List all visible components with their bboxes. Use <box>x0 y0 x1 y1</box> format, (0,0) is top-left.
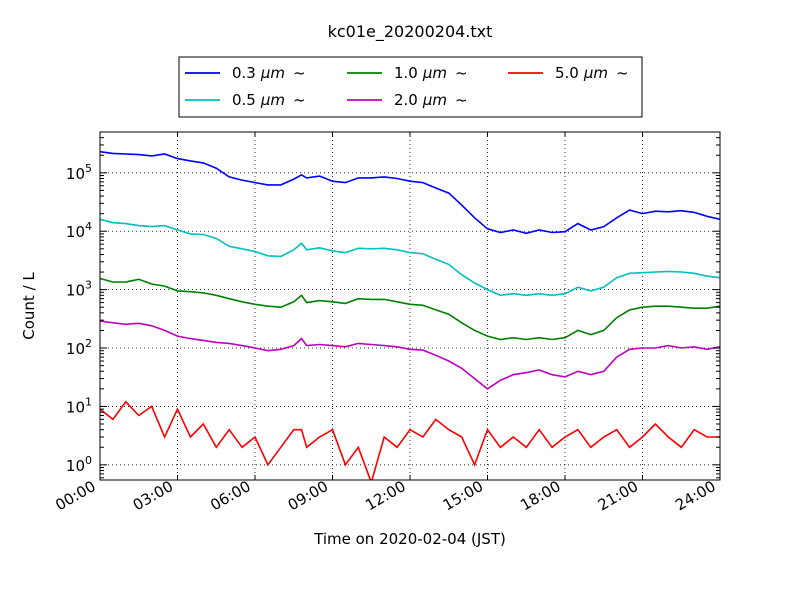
y-tick-exponent: 3 <box>85 279 92 292</box>
y-tick-label: 100 <box>66 454 92 475</box>
y-tick-base: 10 <box>66 340 85 358</box>
grid <box>100 132 720 480</box>
series-line-5-0um <box>100 400 720 480</box>
series-line-0-3um <box>100 150 720 235</box>
series-layer <box>100 150 720 480</box>
legend-series-name: 1.0 <box>394 64 418 82</box>
y-tick-label: 104 <box>66 220 92 241</box>
y-tick-base: 10 <box>66 223 85 241</box>
legend-suffix: ~ <box>616 64 629 82</box>
legend-unit: μm <box>422 91 447 109</box>
y-tick-base: 10 <box>66 457 85 475</box>
ticks <box>99 131 721 480</box>
legend-unit: μm <box>422 64 447 82</box>
legend-series-name: 0.3 <box>232 64 256 82</box>
y-tick-label: 103 <box>66 279 92 300</box>
x-tick-labels: 00:00 03:00 06:00 09:00 12:00 15:00 18:00 21:00… <box>52 477 718 514</box>
legend-series-name: 2.0 <box>394 91 418 109</box>
legend-series-name: 5.0 <box>555 64 579 82</box>
series-line-2-0um <box>100 320 720 390</box>
y-tick-base: 10 <box>66 282 85 300</box>
legend-entry: 2.0 μm ~ <box>394 91 468 109</box>
y-tick-base: 10 <box>66 165 85 183</box>
x-tick-label: 12:00 <box>362 477 408 514</box>
legend-suffix: ~ <box>455 64 468 82</box>
y-tick-base: 10 <box>66 398 85 416</box>
legend-entry: 0.3 μm ~ <box>232 64 306 82</box>
x-tick-label: 21:00 <box>595 477 641 514</box>
plot-frame <box>100 132 720 480</box>
x-tick-label: 09:00 <box>285 477 331 514</box>
x-tick-label: 18:00 <box>517 477 563 514</box>
legend-unit: μm <box>260 64 285 82</box>
legend-series-name: 0.5 <box>232 91 256 109</box>
y-tick-exponent: 1 <box>85 395 92 408</box>
legend-box <box>178 56 643 118</box>
y-tick-exponent: 4 <box>85 220 92 233</box>
series-line-0-5um <box>100 218 720 297</box>
y-tick-exponent: 5 <box>85 162 92 175</box>
y-tick-exponent: 2 <box>85 337 92 350</box>
x-tick-label: 03:00 <box>130 477 176 514</box>
legend-suffix: ~ <box>293 64 306 82</box>
legend-entry: 1.0 μm ~ <box>394 64 468 82</box>
y-tick-label: 105 <box>66 162 92 183</box>
series-line-1-0um <box>100 277 720 341</box>
x-tick-label: 06:00 <box>207 477 253 514</box>
y-tick-exponent: 0 <box>85 454 92 467</box>
legend-suffix: ~ <box>293 91 306 109</box>
y-tick-label: 101 <box>66 395 92 416</box>
legend-unit: μm <box>583 64 608 82</box>
x-axis-label: Time on 2020-02-04 (JST) <box>313 530 506 548</box>
legend-entry: 5.0 μm ~ <box>555 64 629 82</box>
x-tick-label: 00:00 <box>52 477 98 514</box>
legend-unit: μm <box>260 91 285 109</box>
legend-suffix: ~ <box>455 91 468 109</box>
y-tick-label: 102 <box>66 337 92 358</box>
plot-border <box>99 131 721 481</box>
x-tick-label: 15:00 <box>440 477 486 514</box>
chart-title: kc01e_20200204.txt <box>328 22 493 42</box>
y-axis-label: Count / L <box>20 272 38 340</box>
x-tick-label: 24:00 <box>672 477 718 514</box>
legend-entry: 0.5 μm ~ <box>232 91 306 109</box>
legend: 0.3 μm ~0.5 μm ~1.0 μm ~2.0 μm ~5.0 μm ~ <box>178 56 643 118</box>
